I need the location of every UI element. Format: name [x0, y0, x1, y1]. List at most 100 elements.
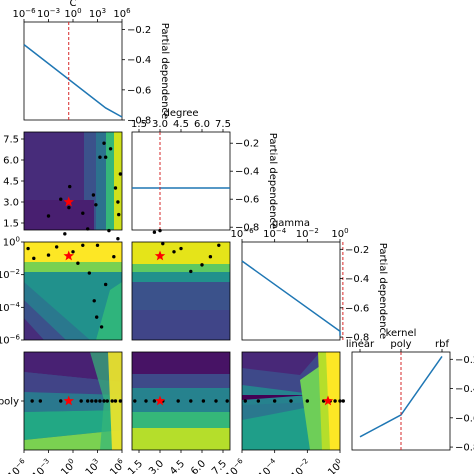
sample-c-gamma-13	[107, 228, 111, 233]
minimum-star-degree-kernel	[154, 395, 166, 406]
sample-degree-kernel-1	[144, 399, 148, 403]
sample-c-gamma-0	[26, 246, 30, 251]
sample-degree-kernel-6	[201, 399, 206, 403]
sample-degree-kernel-7	[214, 399, 218, 403]
xtick-top-label-C-4: 106	[113, 7, 131, 20]
ytick-label-kernel-2: −0.6	[455, 413, 474, 424]
ytick-left-label-kernel: poly	[0, 397, 19, 408]
xtick-top-label-degree-3: 6.0	[194, 119, 210, 130]
xtick-bottom-label-C-1: 10−3	[29, 457, 55, 474]
sample-c-kernel-2	[59, 399, 63, 403]
contour-frame-C-gamma	[23, 241, 123, 341]
sample-c-degree-12	[94, 203, 98, 207]
xtick-bottom-label-degree-2: 4.5	[168, 458, 187, 474]
sample-degree-kernel-2	[152, 399, 157, 403]
sample-c-gamma-8	[87, 271, 92, 275]
ytick-label-degree-0: −0.2	[235, 139, 259, 150]
xtick-bottom-label-gamma-2: 10−2	[288, 457, 314, 474]
sample-degree-gamma-7	[172, 250, 176, 254]
xtick-bottom-label-degree-0: 1.5	[126, 458, 145, 474]
xlabel-top-C: C	[70, 0, 77, 9]
xtick-bottom-label-degree-1: 3.0	[147, 458, 166, 474]
xtick-top-label-C-3: 103	[89, 7, 106, 20]
xtick-bottom-label-gamma-3: 100	[325, 457, 346, 474]
sample-gamma-kernel-8	[338, 399, 342, 403]
sample-degree-gamma-4	[200, 263, 204, 267]
sample-c-degree-7	[108, 147, 113, 151]
sample-degree-gamma-8	[152, 230, 157, 234]
ytick-left-label-gamma-3: 10−6	[0, 334, 21, 347]
ytick-label-kernel-0: −0.2	[455, 355, 474, 366]
ytick-left-label-degree-3: 3.0	[3, 198, 19, 209]
ytick-label-degree-1: −0.4	[235, 167, 259, 178]
sample-c-kernel-3	[79, 399, 83, 403]
xtick-top-label-kernel-1: poly	[390, 339, 411, 350]
sample-c-gamma-5	[71, 250, 75, 254]
xtick-top-label-gamma-2: 10−2	[296, 227, 319, 240]
xtick-top-label-C-1: 10−3	[37, 7, 60, 20]
sample-c-degree-3	[81, 211, 85, 215]
sample-c-degree-2	[68, 184, 72, 189]
sample-c-kernel-6	[94, 399, 98, 403]
xtick-bottom-label-C-2: 100	[58, 457, 79, 474]
ytick-left-label-gamma-1: 10−2	[0, 268, 20, 281]
contour-frame-degree-gamma	[131, 241, 231, 341]
xlabel-top-gamma: gamma	[272, 218, 310, 229]
ytick-left-label-gamma-0: 100	[3, 236, 20, 249]
sample-c-kernel-11	[113, 399, 118, 403]
diagonal-frame-degree	[131, 131, 231, 231]
sample-degree-gamma-6	[217, 243, 221, 247]
sample-c-gamma-11	[99, 325, 104, 329]
sample-gamma-kernel-7	[333, 399, 337, 403]
sample-c-degree-4	[91, 193, 96, 197]
ytick-left-label-degree-1: 6.0	[3, 156, 19, 167]
sample-degree-gamma-3	[189, 269, 193, 274]
sample-c-degree-1	[59, 197, 63, 201]
ytick-label-degree-2: −0.6	[235, 195, 259, 206]
sample-c-gamma-16	[86, 227, 90, 231]
sample-c-gamma-14	[112, 255, 116, 259]
xtick-bottom-label-degree-3: 6.0	[189, 458, 208, 474]
ytick-label-gamma-1: −0.4	[345, 274, 369, 285]
ytick-label-kernel-1: −0.4	[455, 384, 474, 395]
ylabel-C: Partial dependence	[159, 23, 170, 119]
xtick-bottom-label-C-4: 106	[107, 457, 129, 474]
diagonal-frame-C	[23, 21, 123, 121]
ytick-label-gamma-0: −0.2	[345, 245, 369, 256]
sample-degree-gamma-1	[161, 241, 165, 246]
sample-c-degree-14	[102, 141, 106, 145]
ytick-label-C-0: −0.2	[127, 25, 151, 36]
sample-c-gamma-2	[46, 253, 51, 257]
sample-c-gamma-10	[95, 243, 100, 247]
sample-degree-kernel-8	[225, 399, 229, 403]
pd-curve-gamma	[241, 260, 341, 336]
sample-c-degree-13	[67, 205, 71, 210]
xtick-top-label-C-2: 100	[64, 7, 81, 20]
ytick-left-label-gamma-2: 10−4	[0, 301, 21, 314]
xtick-top-label-degree-4: 7.5	[215, 119, 231, 130]
ytick-label-C-3: −0.8	[127, 116, 151, 127]
minimum-star-gamma-kernel	[322, 395, 334, 406]
sample-c-degree-6	[103, 155, 108, 159]
minimum-star-c-kernel	[63, 395, 74, 406]
sample-gamma-kernel-3	[289, 399, 293, 403]
sample-degree-kernel-5	[189, 399, 193, 403]
sample-c-gamma-1	[32, 256, 36, 261]
sample-c-kernel-4	[86, 399, 90, 403]
ylabel-degree: Partial dependence	[267, 133, 278, 229]
xtick-top-label-degree-0: 1.5	[131, 119, 147, 130]
sample-gamma-kernel-1	[256, 399, 261, 403]
sample-c-kernel-8	[102, 399, 106, 403]
sample-c-gamma-12	[103, 282, 108, 287]
ytick-label-gamma-2: −0.6	[345, 303, 369, 314]
ytick-left-label-degree-0: 7.5	[3, 135, 19, 146]
sample-gamma-kernel-4	[305, 399, 310, 403]
xtick-top-label-kernel-2: rbf	[435, 339, 449, 350]
sample-degree-gamma-0	[158, 228, 162, 233]
ytick-left-label-degree-4: 1.5	[3, 219, 19, 230]
sample-c-degree-0	[46, 214, 51, 218]
ytick-label-C-1: −0.4	[127, 55, 151, 66]
contour-panel-c-degree	[24, 132, 122, 230]
